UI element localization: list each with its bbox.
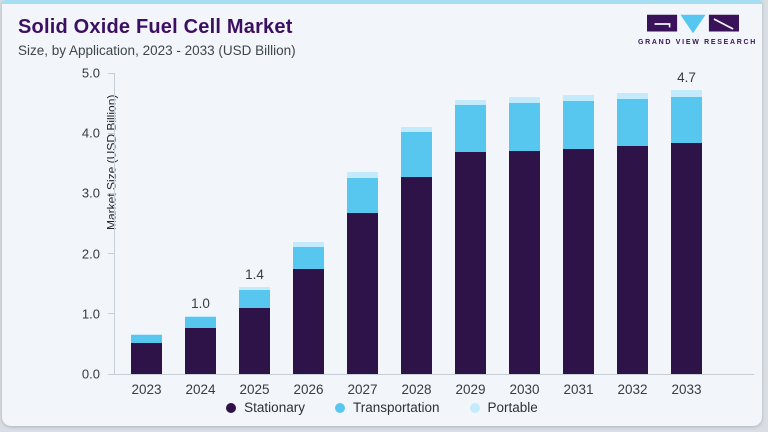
bar-segment-portable bbox=[239, 287, 270, 290]
y-tick-label: 5.0 bbox=[81, 65, 100, 81]
bar-2028 bbox=[401, 127, 432, 374]
x-tick-label: 2033 bbox=[671, 382, 702, 397]
bar-segment-portable bbox=[509, 96, 540, 103]
bar-segment-stationary bbox=[563, 148, 594, 374]
bar-value-label: 1.4 bbox=[245, 267, 264, 283]
gvr-logo: GRAND VIEW RESEARCH bbox=[638, 12, 758, 46]
y-tick-label: 4.0 bbox=[81, 125, 100, 141]
x-tick-label: 2027 bbox=[347, 382, 378, 397]
y-tick-mark bbox=[108, 253, 114, 255]
x-tick-label: 2025 bbox=[239, 382, 270, 397]
y-tick-label: 3.0 bbox=[81, 185, 100, 201]
plot-area: 0.0 1.0 2.0 3.0 4.0 5.0 2023 2024 1.0 2025 1.4 2026… bbox=[82, 66, 754, 397]
y-tick-mark bbox=[108, 72, 114, 74]
x-tick-label: 2023 bbox=[131, 382, 162, 397]
bar-segment-stationary bbox=[455, 152, 486, 374]
bar-segment-stationary bbox=[185, 328, 216, 374]
gvr-logo-text: GRAND VIEW RESEARCH bbox=[638, 39, 758, 46]
legend-label: Stationary bbox=[244, 400, 305, 415]
bar-2031 bbox=[563, 94, 594, 374]
bar-segment-transportation bbox=[617, 98, 648, 147]
x-tick-label: 2029 bbox=[455, 382, 486, 397]
bar-segment-portable bbox=[131, 333, 162, 335]
bar-segment-stationary bbox=[509, 150, 540, 374]
bar-value-label: 1.0 bbox=[191, 295, 210, 311]
bar-segment-portable bbox=[617, 92, 648, 99]
bar-segment-transportation bbox=[671, 97, 702, 144]
accent-bar bbox=[2, 0, 762, 4]
bar-segment-stationary bbox=[401, 177, 432, 374]
bar-segment-stationary bbox=[131, 342, 162, 374]
x-tick-label: 2028 bbox=[401, 382, 432, 397]
bar-segment-portable bbox=[563, 94, 594, 101]
y-tick-mark bbox=[108, 313, 114, 315]
bar-segment-transportation bbox=[131, 334, 162, 343]
gvr-logo-icon bbox=[638, 12, 748, 36]
bar-segment-portable bbox=[401, 127, 432, 133]
bar-segment-portable bbox=[455, 99, 486, 105]
y-tick-mark bbox=[108, 192, 114, 194]
y-tick-mark bbox=[108, 373, 114, 375]
legend-label: Transportation bbox=[352, 400, 440, 415]
bar-segment-transportation bbox=[347, 178, 378, 214]
chart-card: Solid Oxide Fuel Cell Market Size, by Ap… bbox=[2, 0, 762, 426]
bar-2025 bbox=[239, 287, 270, 374]
bar-2033 bbox=[671, 90, 702, 374]
legend-label: Portable bbox=[487, 400, 538, 415]
x-axis-line bbox=[110, 374, 754, 375]
bar-segment-transportation bbox=[509, 102, 540, 151]
legend-dot-transportation bbox=[334, 402, 345, 413]
bar-2029 bbox=[455, 99, 486, 374]
legend: Stationary Transportation Portable bbox=[2, 400, 762, 415]
legend-dot-portable bbox=[469, 402, 480, 413]
bar-segment-transportation bbox=[455, 104, 486, 153]
legend-item-stationary: Stationary bbox=[226, 400, 305, 415]
bar-segment-transportation bbox=[563, 100, 594, 149]
bar-segment-stationary bbox=[617, 146, 648, 374]
x-tick-label: 2030 bbox=[509, 382, 540, 397]
chart-header: Solid Oxide Fuel Cell Market Size, by Ap… bbox=[18, 16, 296, 58]
bar-segment-portable bbox=[293, 242, 324, 247]
bar-value-label: 4.7 bbox=[677, 70, 696, 86]
bar-2026 bbox=[293, 242, 324, 374]
y-tick-label: 0.0 bbox=[81, 366, 100, 382]
y-tick-label: 2.0 bbox=[81, 246, 100, 262]
y-axis-line bbox=[114, 73, 115, 374]
page-title: Solid Oxide Fuel Cell Market bbox=[18, 16, 293, 38]
bar-segment-stationary bbox=[293, 269, 324, 374]
bar-segment-portable bbox=[185, 315, 216, 318]
bar-segment-transportation bbox=[185, 317, 216, 329]
legend-item-transportation: Transportation bbox=[334, 400, 440, 415]
x-tick-label: 2032 bbox=[617, 382, 648, 397]
bar-2024 bbox=[185, 315, 216, 374]
bar-segment-stationary bbox=[347, 213, 378, 374]
bar-segment-stationary bbox=[671, 143, 702, 374]
bar-segment-transportation bbox=[293, 247, 324, 270]
bar-segment-portable bbox=[671, 90, 702, 98]
bar-segment-transportation bbox=[401, 132, 432, 178]
legend-dot-stationary bbox=[226, 402, 237, 413]
bar-2027 bbox=[347, 171, 378, 374]
bar-2030 bbox=[509, 96, 540, 374]
bar-2023 bbox=[131, 333, 162, 374]
bar-segment-stationary bbox=[239, 307, 270, 374]
x-tick-label: 2026 bbox=[293, 382, 324, 397]
bar-segment-transportation bbox=[239, 289, 270, 308]
x-tick-label: 2024 bbox=[185, 382, 216, 397]
page-subtitle: Size, by Application, 2023 - 2033 (USD B… bbox=[18, 43, 296, 58]
x-tick-label: 2031 bbox=[563, 382, 594, 397]
y-tick-label: 1.0 bbox=[81, 306, 100, 322]
legend-item-portable: Portable bbox=[469, 400, 538, 415]
y-tick-mark bbox=[108, 132, 114, 134]
bar-2032 bbox=[617, 92, 648, 374]
bar-segment-portable bbox=[347, 171, 378, 179]
